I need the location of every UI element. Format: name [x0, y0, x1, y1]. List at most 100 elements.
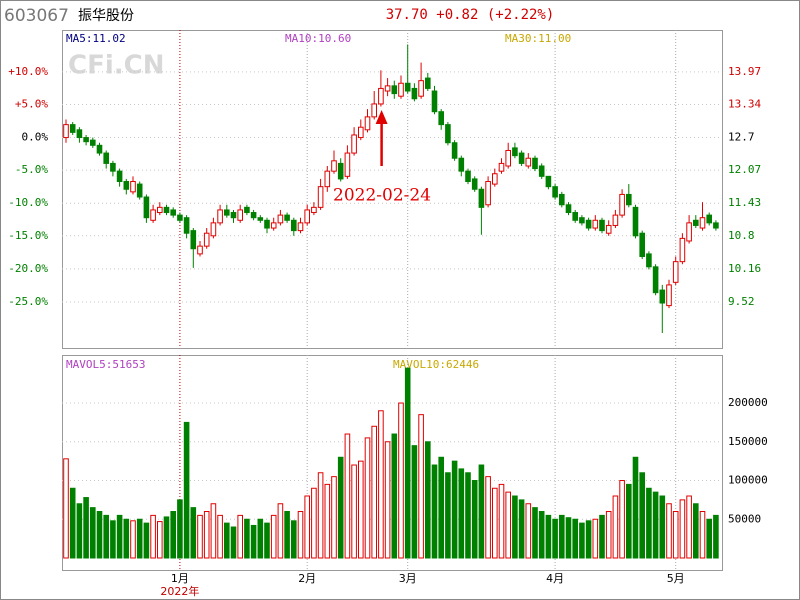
candle-body: [183, 217, 190, 234]
annotation: 2022-02-24: [333, 186, 431, 206]
candle-body: [398, 82, 404, 97]
volume-bar: [83, 497, 89, 559]
volume-bar: [183, 421, 190, 559]
volume-bar: [237, 514, 243, 559]
candle-body: [552, 186, 558, 198]
annotation-arrowhead: [375, 110, 388, 124]
candle-body: [411, 87, 418, 100]
candle-body: [250, 212, 257, 219]
volume-bar: [465, 472, 471, 559]
volume-bar: [136, 518, 143, 559]
volume-bar: [572, 518, 579, 559]
candle-body: [605, 224, 612, 234]
volume-bar: [76, 503, 83, 559]
y-tick-label: 11.43: [728, 196, 761, 209]
volume-bar: [230, 526, 237, 559]
volume-bar: [143, 522, 150, 559]
volume-bar: [632, 456, 639, 559]
y-pct-tick-label: -15.0%: [8, 229, 48, 242]
candle-body: [686, 222, 692, 242]
volume-bar: [686, 495, 692, 559]
y-tick-label: 12.7: [728, 131, 755, 144]
volume-bar: [364, 437, 371, 559]
volume-bar: [398, 402, 404, 559]
volume-bar: [391, 433, 398, 559]
quote: 37.70 +0.82 (+2.22%): [386, 7, 555, 23]
volume-bar: [304, 495, 310, 559]
volume-bar: [445, 472, 451, 559]
candle-body: [404, 82, 411, 92]
candle-body: [123, 181, 130, 190]
volume-bar: [451, 460, 458, 559]
x-tick-label: 3月: [399, 572, 417, 585]
ma-label: MA10:10.60: [285, 32, 351, 45]
volume-bar: [666, 503, 672, 559]
volume-bar: [324, 483, 331, 559]
candle-body: [525, 157, 532, 167]
candle-body: [699, 217, 706, 229]
y-tick-label: 10.16: [728, 262, 761, 275]
candle-body: [344, 152, 351, 177]
volume-bar: [378, 410, 384, 559]
volume-tick-label: 200000: [728, 396, 768, 409]
candle-body: [110, 162, 116, 172]
volume-bar: [585, 520, 592, 559]
x-tick-label: 2月: [298, 572, 316, 585]
volume-bar: [579, 522, 585, 559]
volume-bar: [190, 507, 197, 559]
volume-bar: [210, 503, 217, 559]
x-tick-label: 4月: [546, 572, 564, 585]
volume-bar: [639, 472, 646, 559]
candle-body: [545, 175, 552, 188]
candle-body: [337, 162, 344, 180]
volume-bar: [505, 491, 511, 559]
candle-body: [391, 85, 398, 95]
candle-body: [666, 284, 672, 307]
ma-label: MA30:11.00: [505, 32, 571, 45]
y-tick-label: 12.07: [728, 163, 761, 176]
candle-body: [672, 261, 679, 283]
candle-body: [358, 126, 364, 139]
candle-body: [244, 206, 250, 214]
volume-bar: [264, 522, 270, 559]
volume-bar: [150, 514, 156, 559]
volume-bar: [652, 491, 659, 559]
volume-bar: [659, 495, 666, 559]
candle-body: [224, 209, 230, 216]
candle-body: [210, 222, 217, 237]
volume-bar: [498, 483, 505, 559]
y-pct-tick-label: 0.0%: [22, 131, 49, 144]
candle-body: [364, 116, 371, 131]
y-tick-label: 13.97: [728, 65, 761, 78]
candle-body: [445, 124, 451, 144]
candle-body: [532, 157, 538, 170]
volume-bar: [311, 487, 317, 559]
volume-bar: [337, 456, 344, 559]
candle-body: [237, 209, 243, 221]
volume-bar: [103, 514, 110, 559]
candle-body: [143, 196, 150, 219]
volume-bar: [331, 476, 337, 559]
volume-bar: [170, 511, 176, 559]
volume-bar: [116, 514, 123, 559]
volume-bar: [90, 507, 96, 559]
candle-body: [90, 139, 96, 146]
volume-bar: [713, 514, 719, 559]
candle-body: [458, 157, 465, 172]
candle-body: [203, 232, 210, 247]
volume-bar: [431, 464, 438, 559]
volume-bar: [626, 483, 632, 559]
volume-panel: [62, 355, 723, 571]
y-pct-tick-label: +10.0%: [8, 65, 48, 78]
volume-tick-label: 100000: [728, 474, 768, 487]
volume-bar: [291, 520, 297, 559]
volume-bar: [277, 503, 284, 559]
y-pct-tick-label: -10.0%: [8, 196, 48, 209]
candle-body: [505, 149, 511, 167]
candle-body: [485, 181, 491, 206]
volume-ma-label: MAVOL5:51653: [66, 358, 145, 371]
volume-bar: [123, 518, 130, 559]
volume-bar: [525, 503, 532, 559]
volume-bar: [532, 507, 538, 559]
volume-bar: [418, 414, 424, 559]
